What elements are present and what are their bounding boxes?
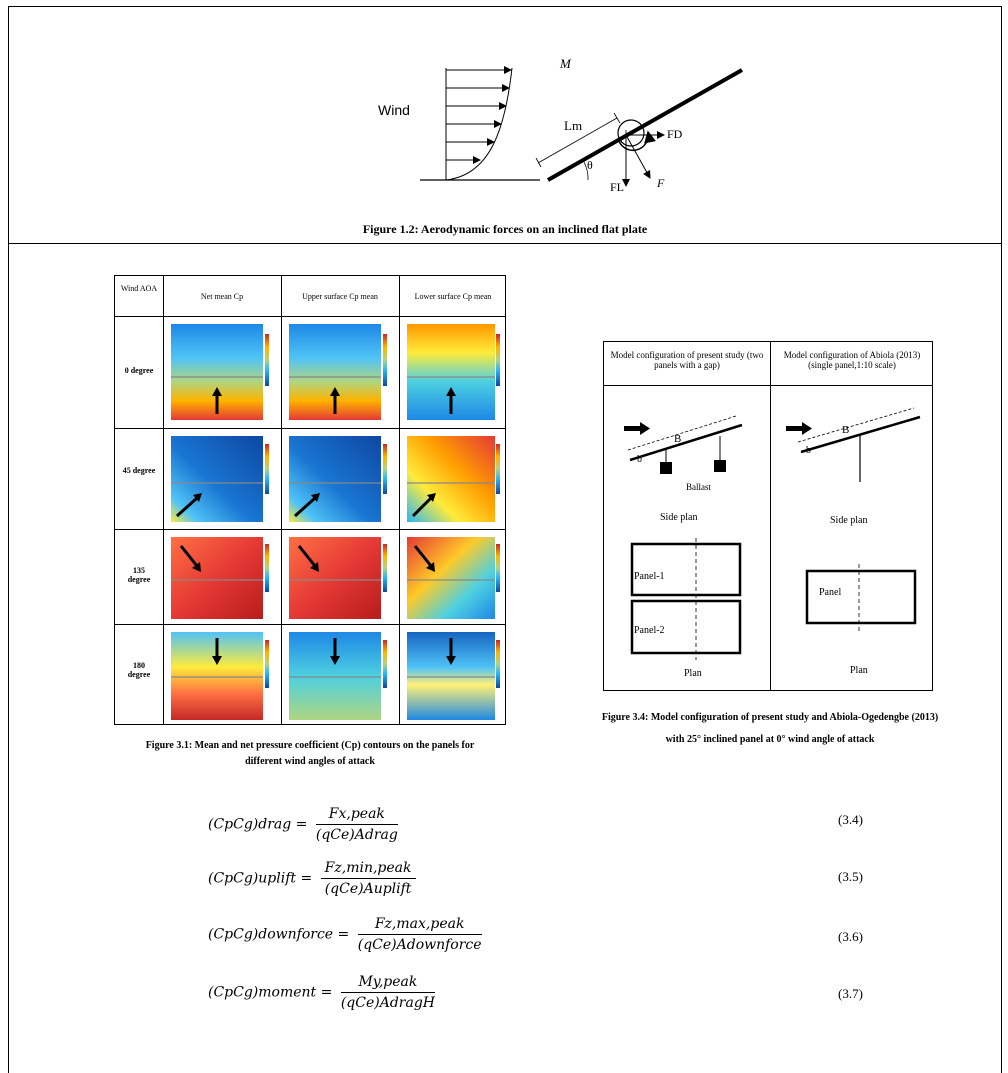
eq-number-3-4: (3.4) bbox=[838, 812, 863, 827]
figure-3-1-caption-line2: different wind angles of attack bbox=[245, 756, 375, 767]
header-lower-cp: Lower surface Cp mean bbox=[414, 292, 492, 301]
eq-number-3-7: (3.7) bbox=[838, 986, 863, 1001]
col2-header: Model configuration of Abiola (2013) (si… bbox=[783, 350, 921, 370]
b-lower-label-1: b bbox=[637, 454, 642, 465]
plan-label-2: Plan bbox=[850, 665, 868, 676]
equation-3-4: (CpCg)drag = Fx,peak (qCe)Adrag bbox=[208, 806, 398, 843]
row-label-135: 135 degree bbox=[127, 566, 151, 584]
eq-3-4-num: Fx,peak bbox=[315, 806, 398, 825]
side-plan-label-2: Side plan bbox=[830, 515, 868, 526]
wind-label: Wind bbox=[378, 102, 410, 118]
row-label-0: 0 degree bbox=[124, 366, 154, 375]
header-net-mean-cp: Net mean Cp bbox=[200, 292, 244, 301]
cp-contour-table: Wind AOA Net mean Cp Upper surface Cp me… bbox=[114, 275, 506, 725]
eq-3-6-num: Fz,max,peak bbox=[357, 916, 482, 935]
equation-3-5: (CpCg)uplift = Fz,min,peak (qCe)Auplift bbox=[208, 860, 416, 897]
header-wind-aoa: Wind AOA bbox=[120, 284, 158, 293]
row-label-180: 180 degree bbox=[127, 661, 151, 679]
figure-1-2-caption: Figure 1.2: Aerodynamic forces on an inc… bbox=[362, 222, 648, 236]
figure-3-4-caption-line2: with 25° inclined panel at 0° wind angle… bbox=[665, 734, 875, 745]
eq-3-5-den: (qCe)Auplift bbox=[324, 881, 412, 897]
theta-label: θ bbox=[587, 158, 593, 172]
col1-header: Model configuration of present study (tw… bbox=[610, 350, 764, 370]
eq-3-5-num: Fz,min,peak bbox=[320, 860, 416, 879]
figure-3-1-caption-line1: Figure 3.1: Mean and net pressure coeffi… bbox=[145, 740, 475, 751]
fd-label: FD bbox=[667, 127, 683, 141]
row-label-45: 45 degree bbox=[122, 466, 156, 475]
ballast-label: Ballast bbox=[686, 482, 711, 492]
model-config-diagram bbox=[624, 407, 921, 660]
equation-3-6: (CpCg)downforce = Fz,max,peak (qCe)Adownf… bbox=[208, 916, 482, 953]
eq-3-6-den: (qCe)Adownforce bbox=[357, 937, 482, 953]
model-config-table: Model configuration of present study (tw… bbox=[603, 341, 933, 691]
b-upper-label-1: B bbox=[674, 433, 682, 445]
figure-1-2-frame bbox=[8, 6, 1002, 244]
lm-label: Lm bbox=[564, 118, 583, 133]
panel-label: Panel bbox=[819, 587, 842, 598]
eq-3-6-lhs: (CpCg)downforce bbox=[208, 926, 334, 943]
eq-number-3-6: (3.6) bbox=[838, 929, 863, 944]
eq-3-5-lhs: (CpCg)uplift bbox=[208, 870, 297, 887]
side-plan-label-1: Side plan bbox=[660, 512, 698, 523]
eq-3-7-lhs: (CpCg)moment bbox=[208, 984, 317, 1001]
b-upper-label-2: B bbox=[842, 424, 850, 436]
figure-1-2-diagram bbox=[420, 66, 743, 187]
equation-3-7: (CpCg)moment = My,peak (qCe)AdragH bbox=[208, 974, 435, 1011]
eq-3-4-den: (qCe)Adrag bbox=[315, 827, 398, 843]
eq-3-4-lhs: (CpCg)drag bbox=[208, 816, 292, 833]
figure-3-4-caption-line1: Figure 3.4: Model configuration of prese… bbox=[601, 712, 939, 723]
eq-3-7-num: My,peak bbox=[340, 974, 435, 993]
contour-plots bbox=[171, 324, 500, 720]
eq-number-3-5: (3.5) bbox=[838, 869, 863, 884]
fl-label: FL bbox=[610, 180, 625, 194]
figures-3-frame bbox=[8, 243, 1002, 1073]
plan-label-1: Plan bbox=[684, 668, 702, 679]
f-label: F bbox=[657, 176, 665, 190]
moment-label: M bbox=[560, 56, 571, 71]
header-upper-cp: Upper surface Cp mean bbox=[302, 292, 378, 301]
eq-3-7-den: (qCe)AdragH bbox=[340, 995, 435, 1011]
panel-1-label: Panel-1 bbox=[634, 571, 665, 582]
panel-2-label: Panel-2 bbox=[634, 625, 665, 636]
